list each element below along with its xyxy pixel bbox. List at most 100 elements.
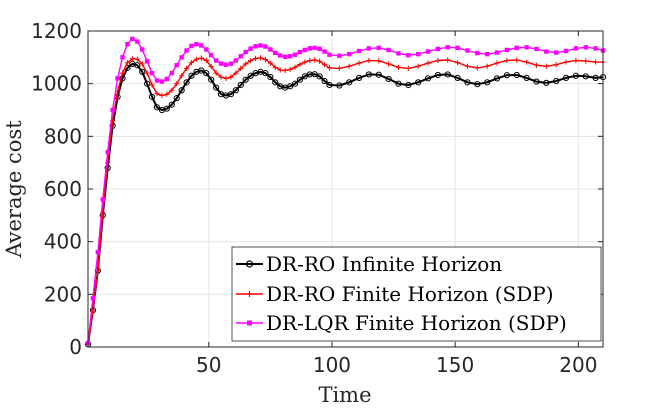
data-point	[475, 50, 480, 56]
data-point	[395, 64, 402, 70]
data-point	[415, 63, 421, 69]
data-point	[464, 63, 471, 69]
data-point	[262, 56, 269, 63]
data-point	[124, 60, 131, 66]
data-point	[425, 49, 431, 54]
data-point	[356, 48, 362, 54]
data-point	[203, 57, 209, 64]
data-point	[346, 63, 352, 69]
data-point	[227, 91, 235, 98]
data-point	[395, 80, 402, 87]
data-point	[232, 87, 239, 94]
data-point	[282, 67, 288, 74]
data-point	[125, 41, 130, 47]
data-point	[258, 43, 263, 48]
legend-label-infinite-horizon: DR-RO Infinite Horizon	[266, 252, 502, 276]
data-point	[494, 60, 500, 66]
data-point	[553, 50, 559, 55]
data-point	[326, 65, 333, 71]
data-point	[242, 76, 249, 83]
data-point	[533, 78, 540, 85]
data-point	[233, 58, 239, 63]
data-point	[163, 105, 170, 112]
data-point	[159, 79, 165, 84]
data-point	[90, 296, 96, 301]
data-point	[213, 84, 220, 91]
data-point	[198, 55, 204, 61]
data-point	[583, 58, 589, 64]
data-point	[311, 71, 318, 78]
data-point	[134, 56, 140, 62]
data-point	[272, 64, 278, 70]
data-point	[582, 73, 589, 80]
data-point	[173, 95, 180, 102]
data-point	[243, 61, 249, 67]
y-tick-label: 400	[44, 230, 82, 254]
data-point	[312, 45, 317, 51]
data-point	[514, 57, 520, 63]
data-point	[297, 49, 303, 55]
data-point	[238, 65, 244, 71]
data-point	[105, 149, 110, 155]
legend-label-finite-horizon-sdp: DR-RO Finite Horizon (SDP)	[266, 282, 554, 306]
data-point	[504, 47, 510, 53]
data-point	[189, 43, 194, 49]
data-point	[120, 55, 125, 60]
data-point	[149, 82, 155, 88]
data-point	[544, 49, 549, 54]
data-point	[573, 57, 579, 64]
data-point	[144, 59, 150, 64]
x-axis-title: Time	[318, 383, 371, 407]
data-point	[183, 79, 190, 86]
data-point	[533, 62, 540, 68]
data-point	[213, 70, 219, 76]
data-point	[424, 75, 432, 82]
data-point	[223, 75, 229, 81]
y-tick-label: 1000	[31, 72, 82, 96]
data-point	[376, 45, 381, 51]
data-point	[321, 62, 328, 68]
data-point	[346, 51, 352, 57]
data-point	[336, 82, 343, 89]
data-point	[188, 72, 195, 79]
y-tick-label: 1200	[31, 19, 82, 43]
data-point	[237, 81, 244, 89]
data-point	[95, 250, 101, 255]
data-point	[140, 47, 145, 52]
data-point	[365, 71, 373, 78]
data-point	[562, 74, 570, 81]
data-point	[366, 57, 372, 64]
data-point	[248, 46, 253, 51]
data-point	[188, 60, 195, 66]
data-point	[291, 80, 299, 87]
legend-marker-infinite-horizon	[245, 260, 254, 268]
data-point	[203, 70, 210, 77]
data-point	[174, 81, 180, 87]
data-point	[144, 80, 151, 87]
data-point	[484, 51, 490, 57]
data-point	[445, 57, 451, 63]
data-point	[248, 57, 254, 64]
data-point	[267, 73, 274, 81]
data-point	[425, 60, 431, 66]
data-point	[445, 45, 450, 50]
data-point	[474, 65, 480, 71]
data-point	[213, 58, 219, 63]
data-point	[287, 54, 293, 59]
data-point	[149, 70, 155, 76]
legend: DR-RO Infinite Horizon DR-RO Finite Hori…	[231, 246, 602, 342]
data-point	[218, 74, 224, 80]
data-point	[135, 39, 140, 44]
legend-marker-lqr-finite-horizon-sdp	[247, 320, 252, 326]
data-point	[444, 71, 451, 78]
data-point	[386, 47, 391, 53]
legend-marker-finite-horizon-sdp	[246, 291, 253, 297]
data-point	[396, 51, 401, 56]
data-point	[263, 44, 268, 49]
data-point	[164, 91, 170, 97]
series-2	[85, 36, 606, 346]
data-point	[208, 76, 215, 83]
data-point	[148, 93, 156, 100]
data-point	[179, 73, 185, 79]
data-point	[553, 62, 559, 68]
